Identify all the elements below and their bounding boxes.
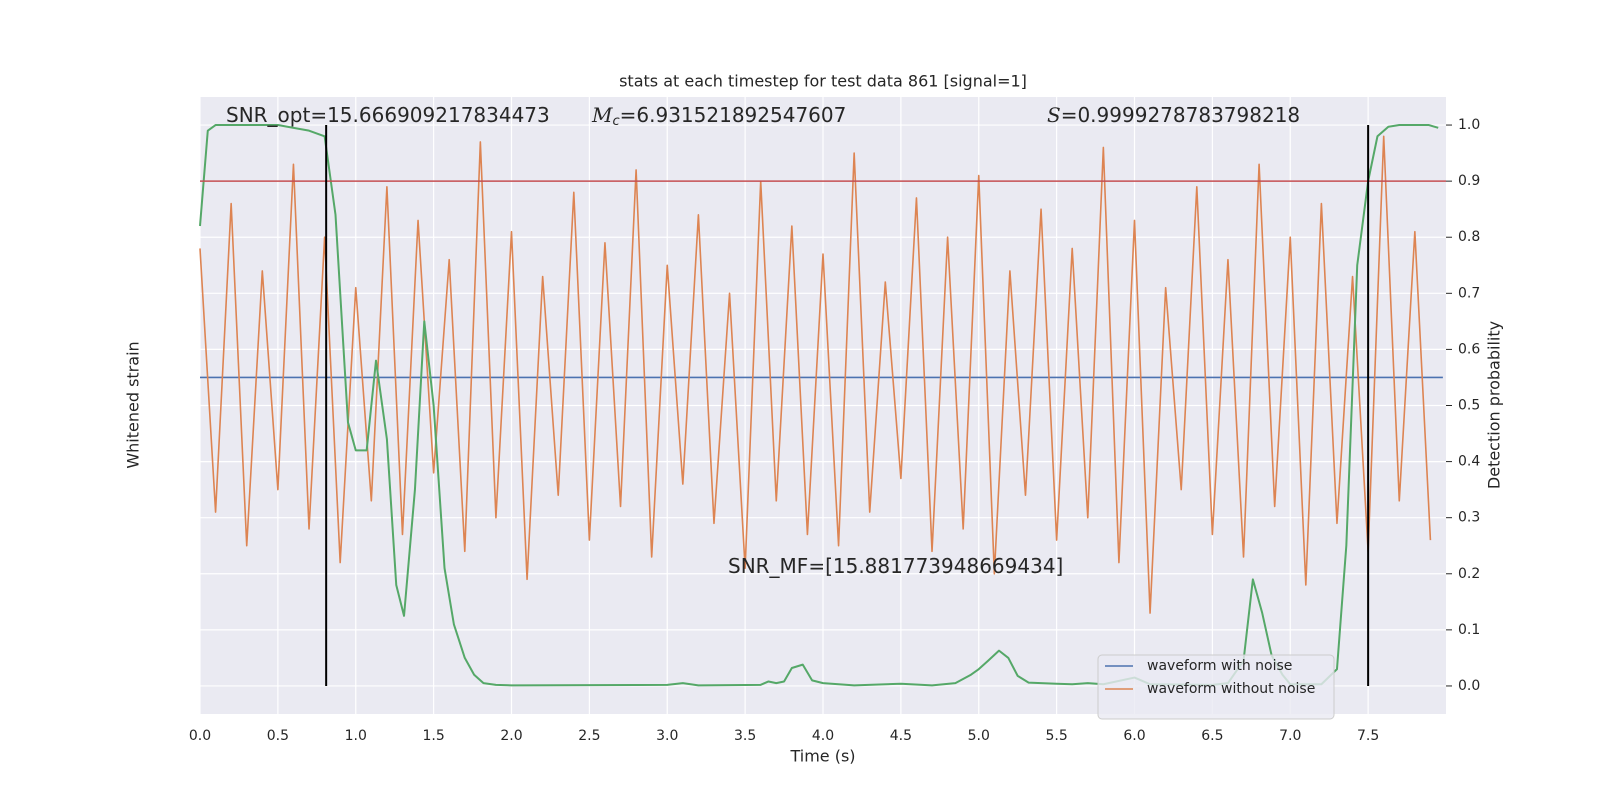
x-tick-label: 3.5 <box>734 728 756 744</box>
annotation: Mc=6.931521892547607 <box>591 103 846 129</box>
annotation-subscript: c <box>612 114 619 129</box>
chart-title: stats at each timestep for test data 861… <box>619 72 1027 91</box>
x-tick-label: 7.0 <box>1279 728 1301 744</box>
y2-tick-label: 0.0 <box>1458 678 1480 694</box>
y2-tick-label: 0.3 <box>1458 510 1480 526</box>
annotation-text: SNR_opt=15.666909217834473 <box>226 103 550 127</box>
y2-tick-label: 0.6 <box>1458 341 1480 357</box>
x-tick-label: 0.0 <box>189 728 211 744</box>
y2-tick-label: 0.9 <box>1458 173 1480 189</box>
x-tick-label: 4.0 <box>812 728 834 744</box>
y2-tick-label: 0.2 <box>1458 566 1480 582</box>
annotation: SNR_MF=[15.881773948669434] <box>728 554 1063 578</box>
x-tick-label: 2.0 <box>500 728 522 744</box>
annotation-text: SNR_MF=[15.881773948669434] <box>728 554 1063 578</box>
legend-label: waveform with noise <box>1147 658 1292 674</box>
x-tick-label: 4.5 <box>890 728 912 744</box>
x-tick-label: 6.0 <box>1123 728 1145 744</box>
x-axis-label: Time (s) <box>789 747 855 766</box>
y2-tick-label: 0.7 <box>1458 285 1480 301</box>
annotation: S=0.9999278783798218 <box>1047 103 1300 127</box>
annotation-symbol: M <box>591 103 613 127</box>
x-tick-label: 1.0 <box>345 728 367 744</box>
x-tick-label: 0.5 <box>267 728 289 744</box>
legend: waveform with noise waveform without nois… <box>1097 654 1335 720</box>
x-tick-label: 5.0 <box>968 728 990 744</box>
x-tick-label: 1.5 <box>422 728 444 744</box>
y2-tick-label: 0.1 <box>1458 622 1480 638</box>
y2-tick-label: 1.0 <box>1458 117 1480 133</box>
y2-axis-label: Detection probability <box>1485 321 1504 489</box>
annotation: SNR_opt=15.666909217834473 <box>226 103 550 127</box>
x-tick-label: 2.5 <box>578 728 600 744</box>
y-axis-label: Whitened strain <box>124 341 143 468</box>
x-tick-label: 3.0 <box>656 728 678 744</box>
y2-tick-label: 0.8 <box>1458 229 1480 245</box>
y2-tick-label: 0.5 <box>1458 398 1480 414</box>
annotation-text: =6.931521892547607 <box>620 103 847 127</box>
series-line <box>199 135 1432 614</box>
legend-box <box>1097 654 1335 720</box>
x-tick-label: 7.5 <box>1357 728 1379 744</box>
legend-label: waveform without noise <box>1147 681 1315 697</box>
annotations: SNR_opt=15.666909217834473 Mc=6.931521892… <box>226 103 1300 578</box>
annotation-text: =0.9999278783798218 <box>1061 103 1300 127</box>
y2-tick-label: 0.4 <box>1458 454 1480 470</box>
x-tick-label: 6.5 <box>1201 728 1223 744</box>
annotation-symbol: S <box>1047 103 1061 127</box>
x-tick-label: 5.5 <box>1045 728 1067 744</box>
